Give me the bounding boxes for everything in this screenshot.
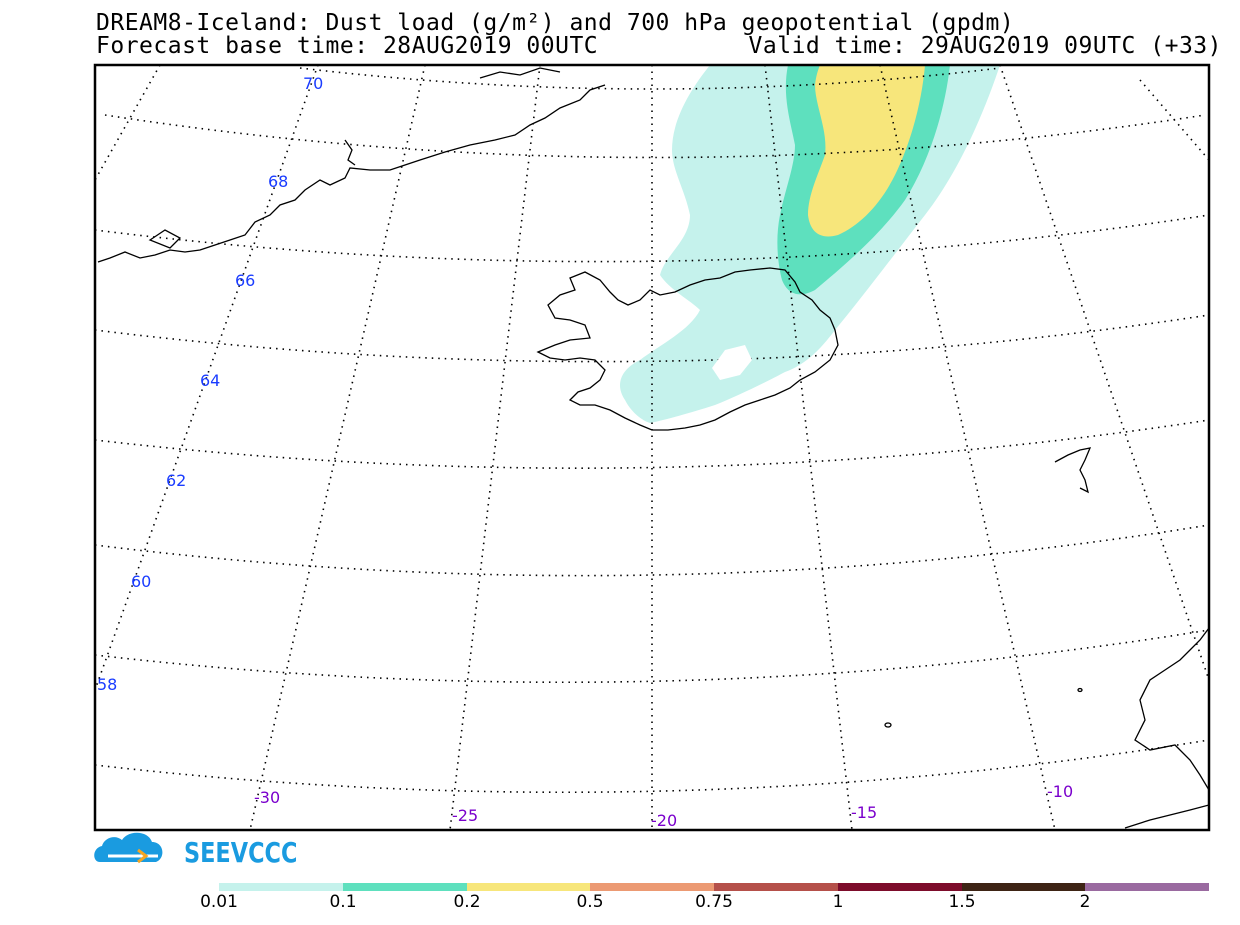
lon-label-minus10: -10 [1047,782,1073,801]
iceland-coast [536,267,839,431]
colorbar [219,883,1209,891]
lat-label-64: 64 [200,371,220,390]
dust-region-0-2 [808,65,925,237]
cloud-logo-icon [94,832,163,864]
latitude-lines [95,67,1209,794]
lat-label-62: 62 [166,471,186,490]
lon-label-minus30: -30 [254,788,280,807]
map-title: DREAM8-Iceland: Dust load (g/m²) and 700… [96,10,1015,36]
faroe-islands [1054,447,1092,494]
logo-text: SEEVCCC [184,836,298,869]
lon-label-minus15: -15 [851,803,877,822]
map-frame [93,63,1211,832]
colorbar-label: 0.5 [576,892,604,912]
lat-label-70: 70 [303,74,323,93]
valid-time: Valid time: 29AUG2019 09UTC (+33) [748,33,1222,59]
colorbar-segment [837,883,962,891]
colorbar-segment [342,883,467,891]
colorbar-label: 0.75 [695,892,733,912]
colorbar-label: 0.01 [200,892,238,912]
longitude-labels: -30 -25 -20 -15 -10 [254,782,1073,830]
coastline [97,67,1209,829]
latitude-labels: 70 68 66 64 62 60 58 [97,74,323,694]
lat-label-68: 68 [268,172,288,191]
colorbar-segment [590,883,714,891]
colorbar-segment [466,883,591,891]
colorbar-segment [961,883,1086,891]
colorbar-label: 0.1 [329,892,357,912]
colorbar-label: 0.2 [453,892,481,912]
colorbar-segment [1085,883,1209,891]
lon-label-minus25: -25 [452,806,478,825]
colorbar-segment [219,883,343,891]
lon-label-minus20: -20 [651,811,677,830]
lat-label-60: 60 [131,572,151,591]
lat-label-66: 66 [235,271,255,290]
greenland-coast [97,84,606,263]
forecast-base-time: Forecast base time: 28AUG2019 00UTC [96,33,599,59]
colorbar-segment [714,883,838,891]
colorbar-label: 1 [832,892,844,912]
colorbar-label: 1.5 [948,892,976,912]
scotland-coast [1134,627,1209,791]
longitude-lines [95,65,1209,830]
lat-label-58: 58 [97,675,117,694]
colorbar-label: 2 [1079,892,1091,912]
